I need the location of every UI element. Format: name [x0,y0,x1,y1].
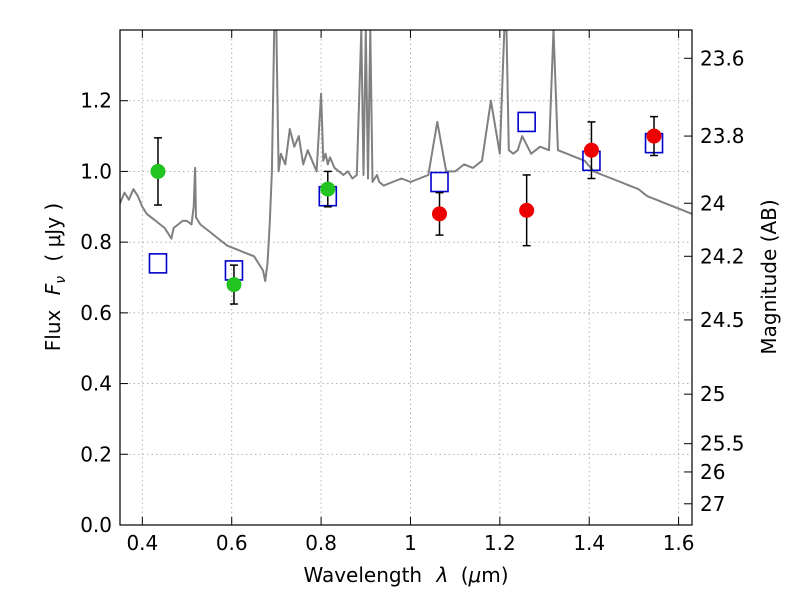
y-tick-label: 0.2 [80,442,112,466]
observed-flux-point [150,163,166,179]
x-axis-label: Wavelength λ (μm) [303,563,508,587]
x-tick-label: 0.6 [216,531,248,555]
y2-axis-label: Magnitude (AB) [757,199,781,354]
observed-flux-point [519,202,535,218]
error-bars [153,115,659,305]
model-flux-square [148,253,168,274]
x-tick-label: 1 [404,531,417,555]
y-tick-label: 1.0 [80,159,112,183]
axis-ticks: 0.4 0.6 0.8 1 1.2 1.4 1.6 0.0 0.2 0.4 0.6 0.8 1.0 1.2… [80,30,745,555]
y-tick-label: 0.6 [80,301,112,325]
plot-frame [119,29,693,526]
y2-tick-label: 24.5 [700,308,745,332]
y-tick-label: 0.4 [80,372,112,396]
observed-flux-point [226,277,242,293]
model-spectrum-line [120,30,692,282]
y-tick-label: 0.0 [80,513,112,537]
y2-tick-label: 26 [700,460,725,484]
y2-tick-label: 25.5 [700,432,745,456]
model-spectrum [120,30,692,282]
y2-tick-label: 25 [700,382,725,406]
x-tick-label: 0.4 [126,531,158,555]
model-photometry [148,111,664,281]
y2-tick-label: 23.8 [700,124,745,148]
observed-flux-point [432,206,448,222]
observed-flux-point [320,181,336,197]
model-flux-square [430,171,449,193]
observed-photometry [150,128,662,293]
y2-tick-label: 24.2 [700,244,745,268]
model-flux-square [517,111,536,133]
x-tick-label: 0.8 [305,531,337,555]
observed-flux-point [583,142,599,158]
x-tick-label: 1.4 [573,531,605,555]
observed-flux-point [646,128,662,144]
y2-tick-label: 27 [700,492,725,516]
y2-tick-label: 24 [700,191,725,215]
y2-tick-label: 23.6 [700,46,745,70]
y-tick-label: 0.8 [80,230,112,254]
y-axis-label: Flux Fν ( μJy ) [41,203,70,351]
plot-background [120,30,692,525]
x-tick-label: 1.2 [484,531,516,555]
y-tick-label: 1.2 [80,89,112,113]
x-tick-label: 1.6 [663,531,695,555]
